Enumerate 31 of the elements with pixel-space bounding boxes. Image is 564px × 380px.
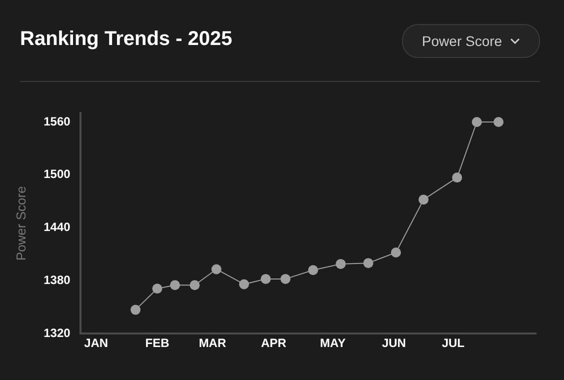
point [170, 280, 180, 290]
point [280, 274, 290, 284]
x-tick-label: MAR [198, 336, 226, 350]
point [211, 264, 222, 274]
x-tick-label: JUL [442, 336, 464, 350]
point [336, 258, 346, 269]
point [308, 265, 318, 276]
y-tick-label: 1500 [44, 167, 71, 182]
point [452, 172, 462, 183]
y-tick-label: 1560 [44, 114, 71, 128]
point [152, 284, 162, 294]
point [472, 117, 482, 128]
y-tick-label: 1320 [44, 326, 71, 340]
chart-title: Ranking Trends - 2025 [20, 28, 232, 51]
x-tick-label: FEB [145, 336, 170, 350]
x-tick-label: MAY [320, 336, 346, 350]
x-tick-label: JUN [382, 336, 406, 350]
y-axis-title: Power Score [13, 186, 28, 261]
point [239, 279, 250, 290]
point [363, 258, 374, 268]
point [390, 247, 401, 258]
y-tick-label: 1440 [44, 220, 71, 234]
point [130, 304, 141, 315]
point [494, 117, 504, 128]
x-tick-label: APR [260, 336, 287, 350]
point [260, 274, 271, 284]
point [418, 194, 429, 205]
text: Power Score [422, 33, 502, 49]
x-tick-label: JAN [84, 336, 108, 350]
y-tick-label: 1380 [44, 273, 71, 288]
point [190, 280, 200, 290]
